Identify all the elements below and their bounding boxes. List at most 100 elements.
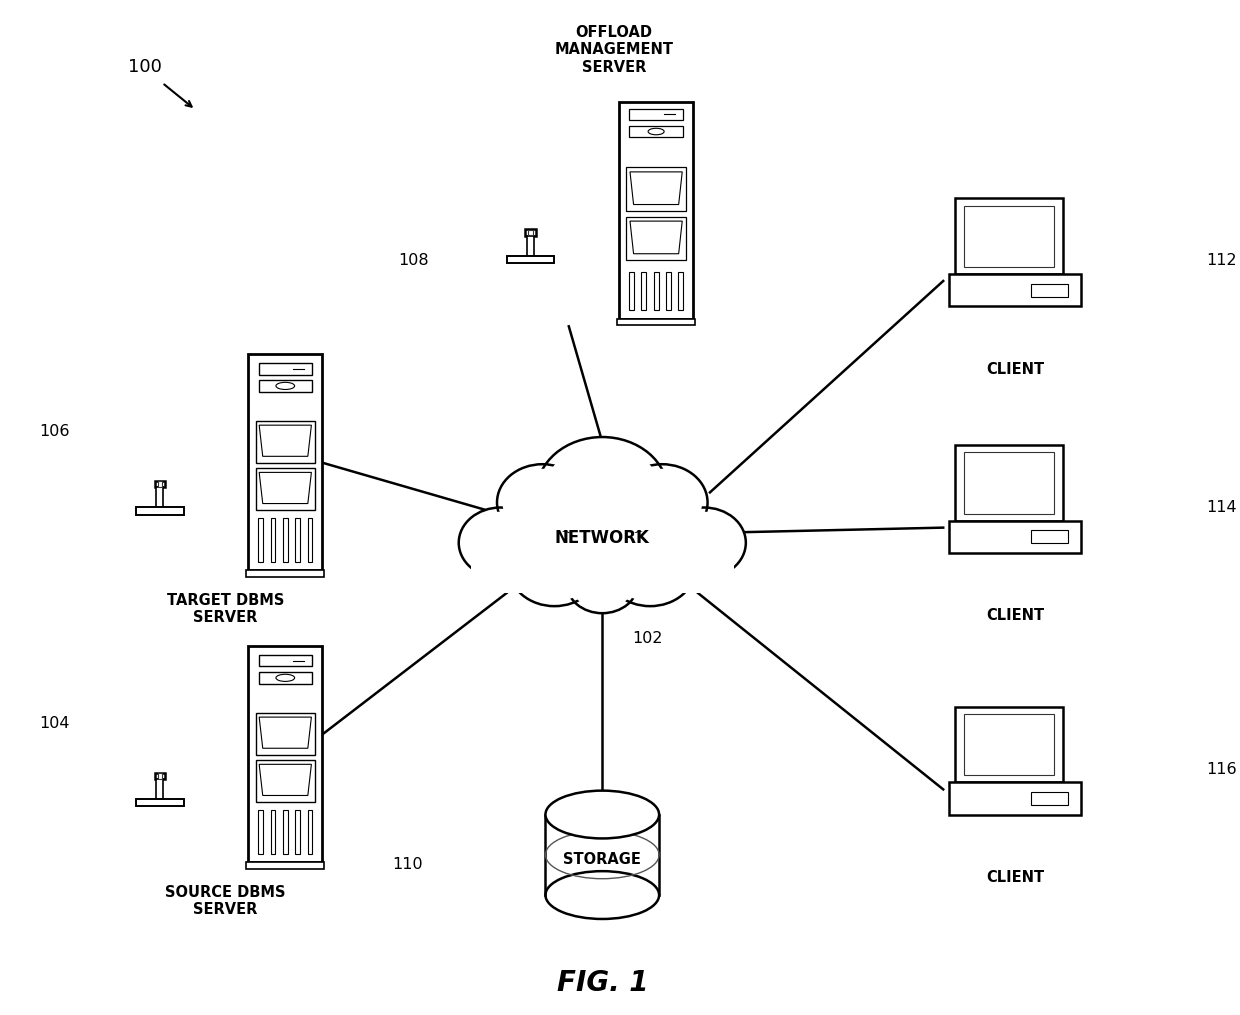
Bar	[259, 655, 312, 667]
Circle shape	[605, 530, 696, 606]
Polygon shape	[259, 764, 311, 796]
Bar	[678, 272, 683, 310]
Text: 110: 110	[392, 858, 423, 872]
Bar	[259, 362, 312, 375]
Ellipse shape	[277, 674, 295, 681]
Ellipse shape	[277, 383, 295, 390]
Bar	[955, 783, 1063, 788]
Text: CLIENT: CLIENT	[986, 870, 1044, 885]
Circle shape	[662, 508, 745, 578]
Bar	[247, 570, 324, 577]
Bar	[955, 446, 1063, 521]
Text: 100: 100	[129, 58, 162, 75]
Text: CLIENT: CLIENT	[986, 608, 1044, 623]
Circle shape	[622, 469, 702, 536]
Bar	[308, 810, 312, 854]
Bar	[283, 810, 288, 854]
Bar	[157, 773, 161, 779]
Bar	[255, 760, 315, 802]
Circle shape	[544, 444, 660, 541]
Polygon shape	[259, 472, 311, 503]
Bar	[255, 421, 315, 463]
Bar	[270, 518, 275, 562]
Bar	[963, 205, 1054, 267]
Ellipse shape	[649, 128, 665, 135]
Bar	[546, 814, 660, 895]
Bar	[248, 646, 322, 863]
Polygon shape	[259, 425, 311, 457]
Circle shape	[459, 508, 542, 578]
Bar	[963, 714, 1054, 775]
Bar	[955, 521, 1063, 526]
Bar	[949, 783, 1081, 814]
Circle shape	[667, 512, 740, 573]
Text: NETWORK: NETWORK	[554, 529, 650, 547]
Circle shape	[567, 553, 639, 613]
Circle shape	[610, 534, 691, 602]
Circle shape	[570, 556, 634, 610]
Bar	[507, 256, 554, 263]
Bar	[156, 487, 164, 508]
Text: 114: 114	[1207, 500, 1238, 515]
Circle shape	[616, 464, 708, 541]
Bar	[135, 508, 184, 515]
Polygon shape	[630, 172, 682, 205]
Bar	[259, 672, 312, 684]
Text: 102: 102	[632, 631, 662, 646]
Text: 106: 106	[40, 424, 69, 439]
Bar	[528, 229, 533, 235]
Bar	[641, 272, 646, 310]
Bar	[626, 216, 686, 260]
Bar	[955, 199, 1063, 274]
Bar	[630, 126, 683, 137]
Text: CLIENT: CLIENT	[986, 361, 1044, 377]
Text: SOURCE DBMS
SERVER: SOURCE DBMS SERVER	[165, 885, 285, 918]
Bar	[157, 481, 161, 487]
Bar	[308, 518, 312, 562]
Bar	[955, 706, 1063, 783]
Bar	[629, 272, 634, 310]
Text: 116: 116	[1207, 761, 1238, 776]
Text: FIG. 1: FIG. 1	[557, 968, 649, 997]
Bar	[630, 109, 683, 120]
Bar	[527, 235, 534, 256]
Bar	[526, 229, 536, 235]
Bar	[1030, 792, 1068, 805]
Bar	[666, 272, 671, 310]
Bar	[619, 103, 693, 319]
Polygon shape	[630, 221, 682, 254]
Polygon shape	[259, 718, 311, 748]
Bar	[255, 713, 315, 754]
Text: STORAGE: STORAGE	[563, 853, 641, 868]
Text: 104: 104	[40, 717, 69, 732]
Text: 112: 112	[1207, 254, 1238, 268]
Bar	[248, 354, 322, 570]
Bar	[471, 533, 734, 593]
Circle shape	[502, 469, 583, 536]
Bar	[247, 863, 324, 869]
Bar	[295, 518, 300, 562]
Bar	[135, 800, 184, 807]
Ellipse shape	[546, 871, 660, 919]
Text: 108: 108	[398, 254, 429, 268]
Bar	[949, 274, 1081, 307]
Bar	[963, 452, 1054, 514]
Circle shape	[464, 512, 537, 573]
Bar	[155, 772, 165, 780]
Text: OFFLOAD
MANAGEMENT
SERVER: OFFLOAD MANAGEMENT SERVER	[554, 24, 673, 75]
Bar	[155, 481, 165, 487]
Bar	[258, 810, 263, 854]
Circle shape	[508, 530, 600, 606]
Bar	[270, 810, 275, 854]
Circle shape	[515, 534, 594, 602]
Bar	[259, 380, 312, 392]
Ellipse shape	[546, 791, 660, 838]
Bar	[156, 780, 164, 800]
Bar	[618, 319, 696, 325]
Bar	[955, 274, 1063, 279]
Bar	[949, 521, 1081, 553]
Bar	[626, 167, 686, 211]
Circle shape	[537, 437, 668, 548]
Bar	[1030, 530, 1068, 543]
Bar	[653, 272, 658, 310]
